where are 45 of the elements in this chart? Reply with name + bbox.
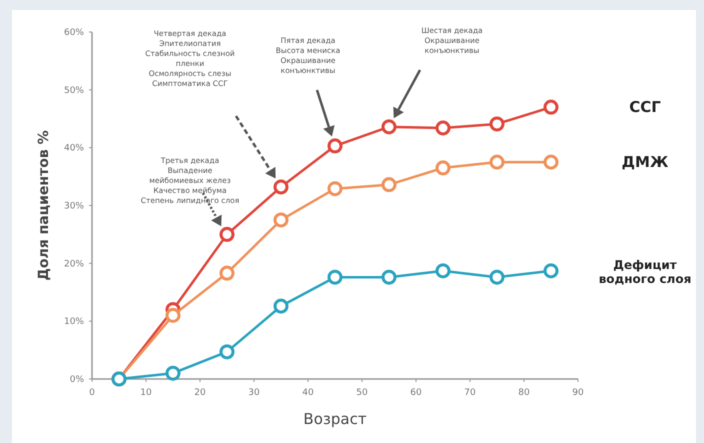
y-tick-label: 10% <box>64 317 84 328</box>
point <box>328 181 342 196</box>
x-tick-label: 30 <box>248 388 260 398</box>
point <box>220 226 234 242</box>
x-axis-title: Возраст <box>303 410 367 428</box>
point <box>328 270 342 285</box>
y-tick-label: 40% <box>64 144 84 154</box>
text: ДМЖ <box>622 153 669 172</box>
y-axis-title: Доля пациентов % <box>36 130 52 281</box>
point <box>382 119 396 134</box>
point <box>436 160 450 176</box>
point <box>490 116 504 132</box>
y-tick-label: 30% <box>64 202 84 212</box>
x-tick-label: 0 <box>89 388 96 398</box>
point <box>490 270 504 285</box>
x-tick-label: 70 <box>464 388 476 398</box>
point <box>274 212 288 228</box>
point <box>166 308 180 323</box>
point <box>382 177 396 192</box>
point <box>220 344 234 360</box>
point <box>166 366 180 381</box>
point <box>544 100 558 115</box>
y-tick-label: 20% <box>64 259 84 270</box>
point <box>490 154 504 170</box>
point <box>544 154 558 170</box>
y-tick-label: 50% <box>64 86 84 96</box>
point <box>274 298 288 314</box>
x-tick-label: 90 <box>572 388 584 398</box>
x-tick-label: 10 <box>140 388 152 398</box>
x-tick-label: 60 <box>410 388 422 398</box>
point <box>328 138 342 154</box>
point <box>382 270 396 285</box>
point <box>544 263 558 278</box>
y-tick-label: 60% <box>64 28 84 38</box>
y-tick-label: 0% <box>70 375 84 385</box>
x-tick-label: 20 <box>194 388 206 398</box>
point <box>274 179 288 194</box>
text: Дефицит водного слоя <box>598 258 692 286</box>
point <box>436 263 450 278</box>
point <box>436 120 450 136</box>
text: ССГ <box>629 98 662 116</box>
x-tick-label: 40 <box>302 388 314 398</box>
point <box>220 266 234 281</box>
x-tick-label: 50 <box>356 388 368 398</box>
x-tick-label: 80 <box>518 388 530 398</box>
